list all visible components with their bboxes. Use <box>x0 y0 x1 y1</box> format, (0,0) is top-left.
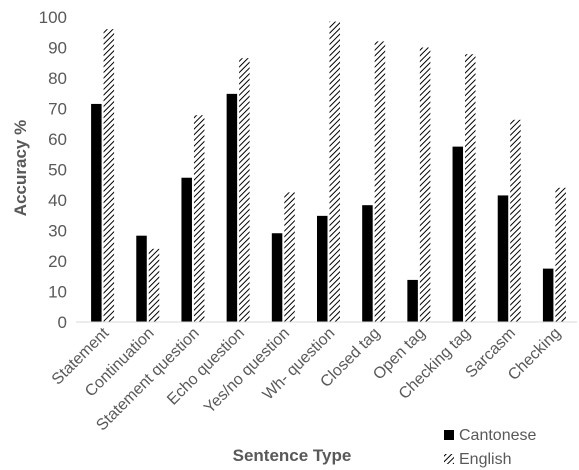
y-tick-label: 40 <box>48 191 67 210</box>
bar-english-10 <box>555 187 566 322</box>
bar-cantonese-2 <box>181 177 192 322</box>
y-axis-ticks: 0 10 20 30 40 50 60 70 80 90 100 <box>39 8 67 332</box>
x-tick-label: Echo question <box>164 325 248 409</box>
x-axis-title: Sentence Type <box>233 446 352 465</box>
y-axis-title: Accuracy % <box>11 120 30 216</box>
y-tick-label: 20 <box>48 252 67 271</box>
bar-cantonese-7 <box>407 279 418 322</box>
y-tick-label: 0 <box>58 313 67 332</box>
bar-cantonese-9 <box>497 195 509 322</box>
y-tick-label: 60 <box>48 130 67 149</box>
y-tick-label: 90 <box>48 39 67 58</box>
bar-cantonese-10 <box>542 268 554 322</box>
bar-english-2 <box>193 115 205 323</box>
bar-english-3 <box>239 58 250 323</box>
y-tick-label: 30 <box>48 222 67 241</box>
bar-english-0 <box>103 29 115 322</box>
legend-swatch-english <box>444 454 454 464</box>
bar-cantonese-4 <box>271 233 283 322</box>
legend: Cantonese English <box>444 427 536 468</box>
bar-cantonese-5 <box>317 215 328 322</box>
y-tick-label: 80 <box>48 69 67 88</box>
bar-english-1 <box>148 248 160 322</box>
y-tick-label: 10 <box>48 283 67 302</box>
y-tick-label: 70 <box>48 100 67 119</box>
bar-english-6 <box>374 41 386 323</box>
y-tick-label: 50 <box>48 161 67 180</box>
bar-english-5 <box>329 21 340 322</box>
bar-cantonese-8 <box>452 146 464 322</box>
bar-cantonese-1 <box>136 235 147 322</box>
bar-english-8 <box>465 54 476 323</box>
legend-swatch-cantonese <box>444 430 454 440</box>
bar-cantonese-0 <box>91 103 102 322</box>
bars <box>91 21 566 323</box>
legend-label-english: English <box>459 451 511 468</box>
bar-cantonese-3 <box>226 93 238 322</box>
bar-english-9 <box>510 119 521 322</box>
bar-cantonese-6 <box>362 205 373 322</box>
legend-label-cantonese: Cantonese <box>459 427 536 444</box>
bar-english-4 <box>284 192 295 322</box>
bar-english-7 <box>419 47 431 322</box>
y-tick-label: 100 <box>39 8 67 27</box>
